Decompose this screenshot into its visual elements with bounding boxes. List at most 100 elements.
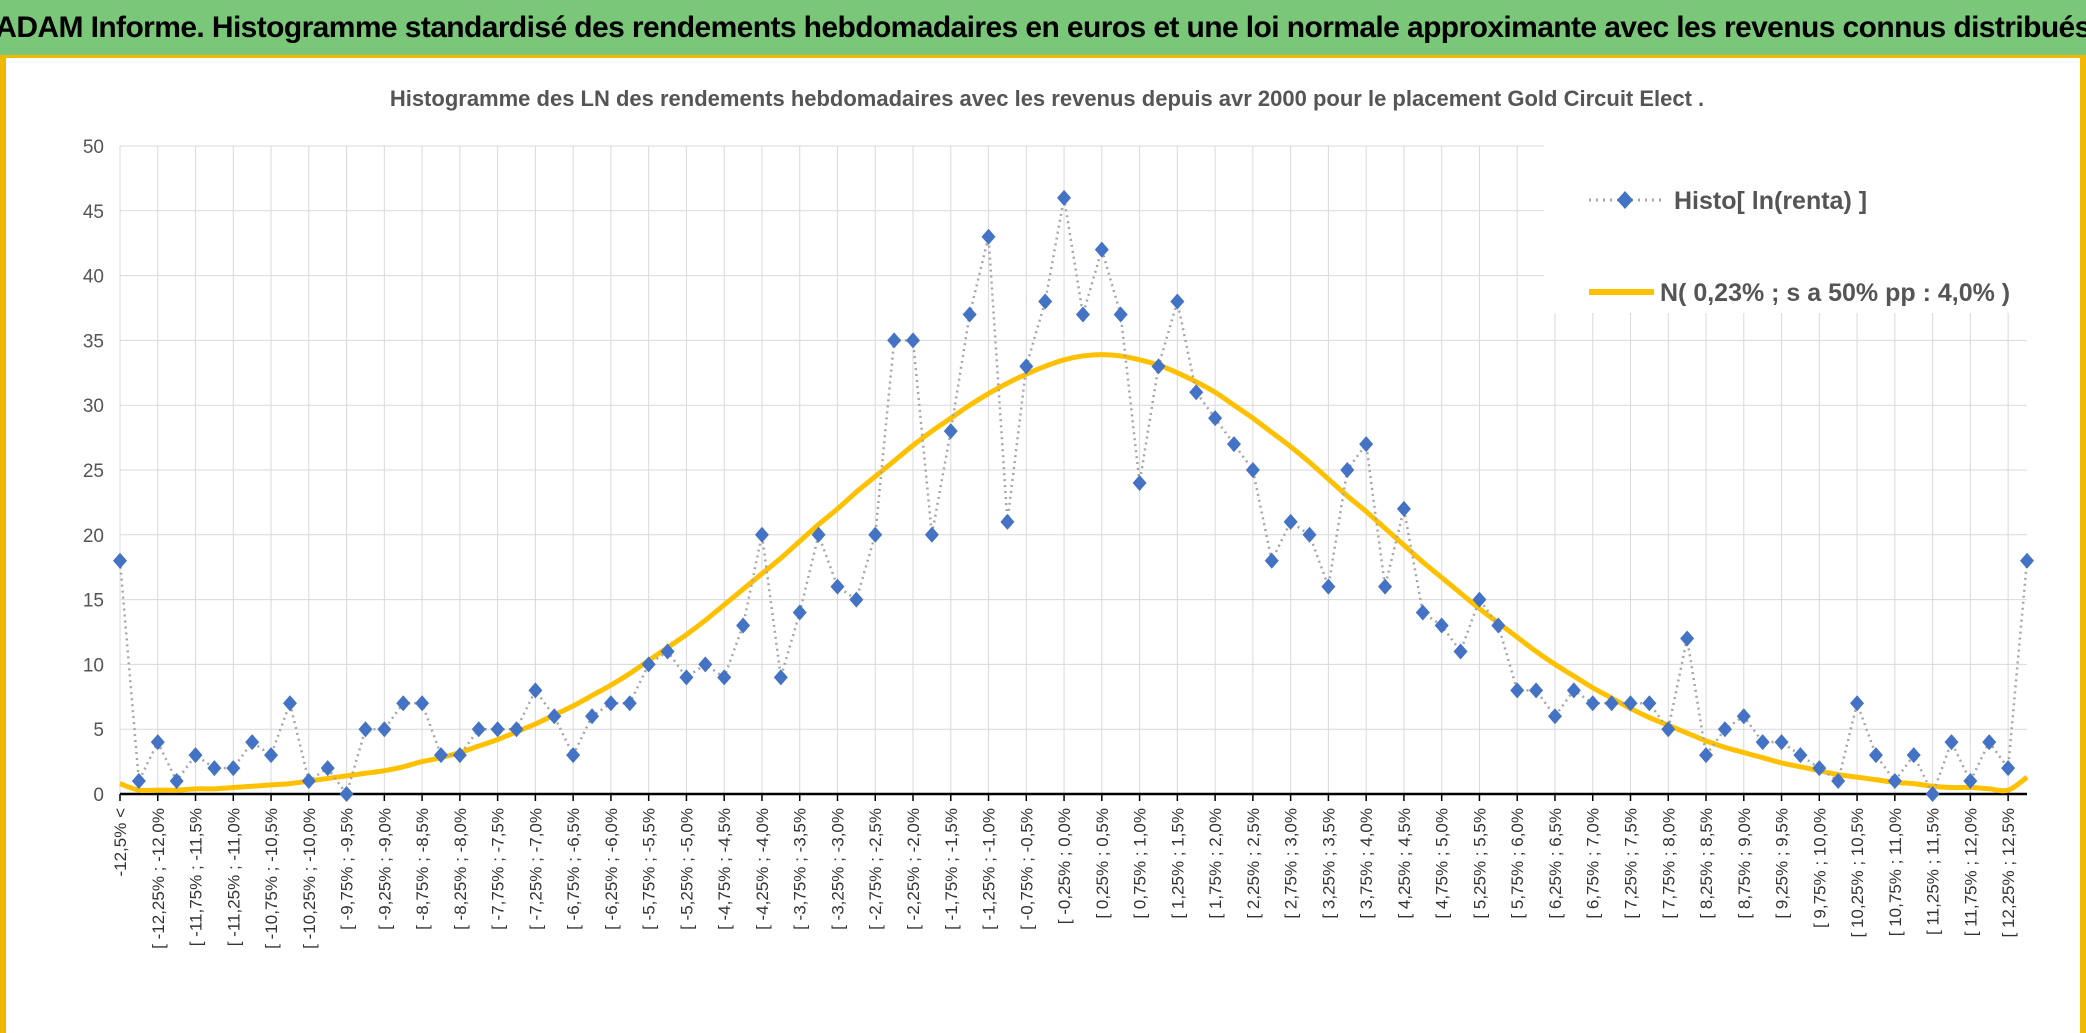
histogram-point xyxy=(1566,682,1581,699)
histogram-point xyxy=(396,695,411,712)
histogram-point xyxy=(547,708,562,725)
histogram-point xyxy=(566,747,581,764)
histogram-point xyxy=(1000,513,1015,530)
y-tick-label: 10 xyxy=(83,655,104,676)
histogram-point xyxy=(585,708,600,725)
report-title: ADAM Informe. Histogramme standardisé de… xyxy=(0,10,2086,44)
histogram-point xyxy=(981,228,996,245)
histogram-point xyxy=(1868,747,1883,764)
x-tick-label: [ -0,25% ; 0,0% xyxy=(1055,808,1074,924)
x-tick-label: [ -4,25% ; -4,0% xyxy=(753,808,772,930)
legend-background xyxy=(1544,143,2064,313)
histogram-point xyxy=(1887,773,1902,790)
histogram-point xyxy=(754,526,769,543)
histogram-point xyxy=(1264,552,1279,569)
histogram-point xyxy=(830,578,845,595)
x-tick-label: [ 9,25% ; 9,5% xyxy=(1773,808,1792,919)
histogram-point xyxy=(1170,293,1185,310)
histogram-point xyxy=(207,760,222,777)
x-tick-label: [ -7,25% ; -7,0% xyxy=(526,808,545,930)
x-tick-label: [ 2,75% ; 3,0% xyxy=(1282,808,1301,919)
histogram-point xyxy=(339,786,354,802)
histogram-point xyxy=(245,734,260,751)
histogram-point xyxy=(1812,760,1827,777)
histogram-point xyxy=(301,773,316,790)
y-tick-label: 20 xyxy=(83,526,104,547)
histogram-point xyxy=(887,332,902,349)
x-tick-label: [ 6,25% ; 6,5% xyxy=(1546,808,1565,919)
x-tick-label: [ 11,75% ; 12,0% xyxy=(1961,808,1980,936)
normal-curve-series xyxy=(119,352,2029,794)
histogram-point xyxy=(1415,604,1430,621)
histogram-point xyxy=(1378,578,1393,595)
histogram-point xyxy=(1982,734,1997,751)
histogram-point xyxy=(1019,358,1034,375)
histogram-point xyxy=(1151,358,1166,375)
histogram-point xyxy=(736,617,751,634)
histogram-point xyxy=(433,747,448,764)
histogram-point xyxy=(1340,462,1355,478)
x-tick-label: [ 8,25% ; 8,5% xyxy=(1697,808,1716,919)
normal-curve-line xyxy=(119,352,2029,794)
histogram-point xyxy=(1038,293,1053,310)
x-tick-label: [ 3,25% ; 3,5% xyxy=(1319,808,1338,919)
histogram-point xyxy=(792,604,807,621)
histogram-point xyxy=(113,552,127,569)
y-tick-label: 15 xyxy=(83,591,104,612)
x-tick-label: [ -8,75% ; -8,5% xyxy=(413,808,432,930)
x-tick-label: [ -9,25% ; -9,0% xyxy=(375,808,394,930)
chart-legend: Histo[ ln(renta) ] N( 0,23% ; s a 50% pp… xyxy=(1544,143,2064,313)
histogram-point xyxy=(188,747,203,764)
x-tick-label: [ 5,25% ; 5,5% xyxy=(1470,808,1489,919)
x-tick-label: [ 1,75% ; 2,0% xyxy=(1206,808,1225,919)
histogram-point xyxy=(1755,734,1770,751)
histogram-point xyxy=(1057,189,1072,206)
histogram-point xyxy=(1585,695,1600,712)
histogram-point xyxy=(622,695,637,712)
x-tick-label: [ 5,75% ; 6,0% xyxy=(1508,808,1527,919)
histogram-point xyxy=(264,747,279,764)
histogram-point xyxy=(1208,410,1223,427)
x-tick-label: [ 2,25% ; 2,5% xyxy=(1244,808,1263,919)
x-tick-label: [ 4,75% ; 5,0% xyxy=(1433,808,1452,919)
x-tick-label: [ -2,75% ; -2,5% xyxy=(866,808,885,930)
histogram-point xyxy=(1491,617,1506,634)
histogram-point xyxy=(1359,436,1374,453)
histogram-point xyxy=(660,643,675,660)
x-tick-label: [ -4,75% ; -4,5% xyxy=(715,808,734,930)
legend-histo-diamond-icon xyxy=(1617,191,1633,209)
histogram-point xyxy=(1245,462,1260,478)
x-tick-label: [ -5,25% ; -5,0% xyxy=(677,808,696,930)
histogram-chart: Histogramme des LN des rendements hebdom… xyxy=(83,86,2064,949)
x-tick-label: [ -0,75% ; -0,5% xyxy=(1017,808,1036,930)
report-banner: ADAM Informe. Histogramme standardisé de… xyxy=(0,0,2086,58)
x-tick-label: [ -3,75% ; -3,5% xyxy=(791,808,810,930)
x-tick-label: [ 10,75% ; 11,0% xyxy=(1886,808,1905,936)
histogram-point xyxy=(1132,474,1147,491)
x-tick-label: [ 0,25% ; 0,5% xyxy=(1093,808,1112,919)
x-tick-label: [ 12,25% ; 12,5% xyxy=(1999,808,2018,937)
y-tick-label: 5 xyxy=(93,720,104,741)
histogram-point xyxy=(1453,643,1468,660)
x-tick-label: [ 8,75% ; 9,0% xyxy=(1735,808,1754,919)
x-tick-label: -12,5% < xyxy=(111,808,130,877)
histogram-point xyxy=(2020,552,2034,569)
histogram-point xyxy=(717,669,732,686)
histogram-point xyxy=(1113,306,1128,323)
x-tick-label: [ 3,75% ; 4,0% xyxy=(1357,808,1376,919)
histogram-point xyxy=(1283,513,1298,530)
histogram-point xyxy=(1226,436,1241,453)
histogram-point xyxy=(1094,241,1109,258)
y-tick-label: 35 xyxy=(83,331,104,352)
histogram-point xyxy=(641,656,656,673)
histogram-point xyxy=(1604,695,1619,712)
histogram-point xyxy=(471,721,486,738)
histogram-point xyxy=(169,773,184,790)
histogram-point xyxy=(1434,617,1449,634)
y-tick-label: 0 xyxy=(93,785,104,806)
histogram-point xyxy=(490,721,505,738)
histogram-point xyxy=(1793,747,1808,764)
legend-normal-label: N( 0,23% ; s a 50% pp : 4,0% ) xyxy=(1660,279,2010,307)
histogram-series xyxy=(113,189,2034,802)
histogram-point xyxy=(1472,591,1487,608)
